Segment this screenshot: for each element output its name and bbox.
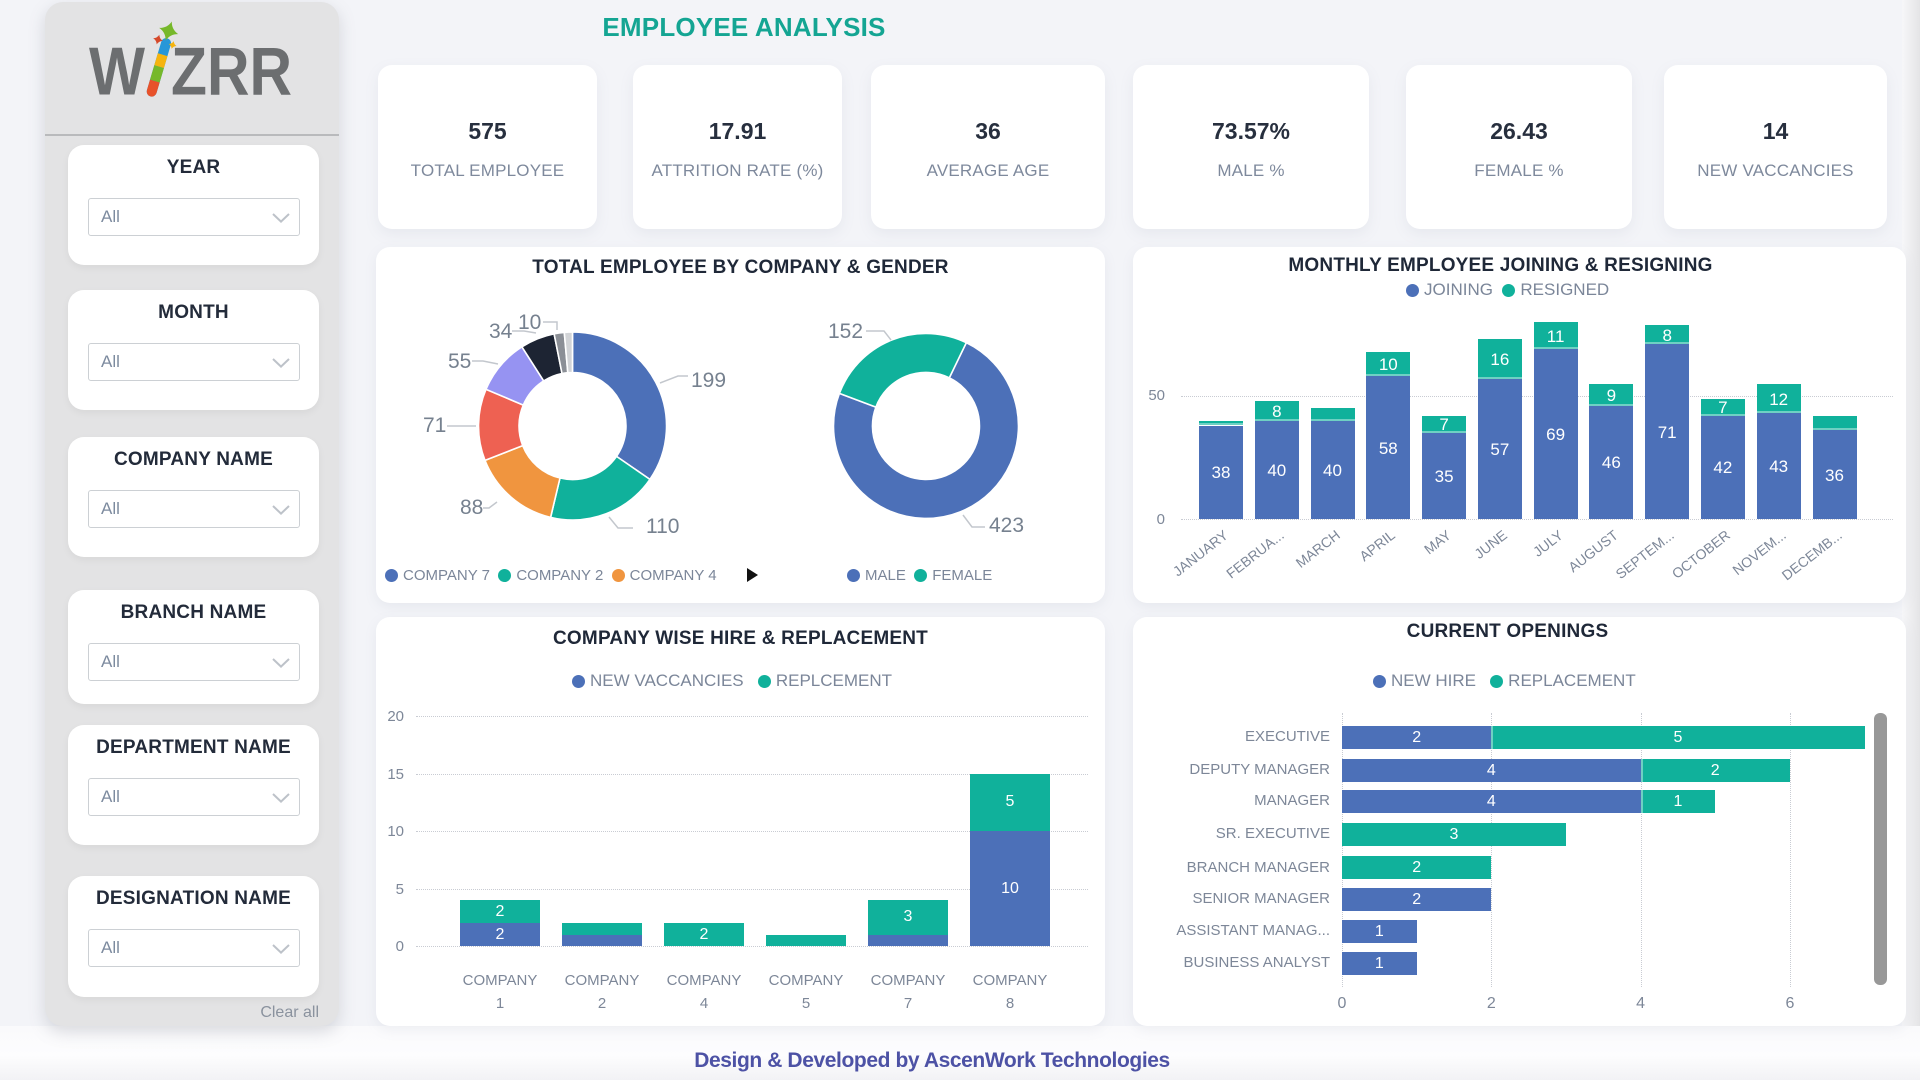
svg-text:ZRR: ZRR [171,34,292,105]
svg-text:W: W [89,34,146,105]
